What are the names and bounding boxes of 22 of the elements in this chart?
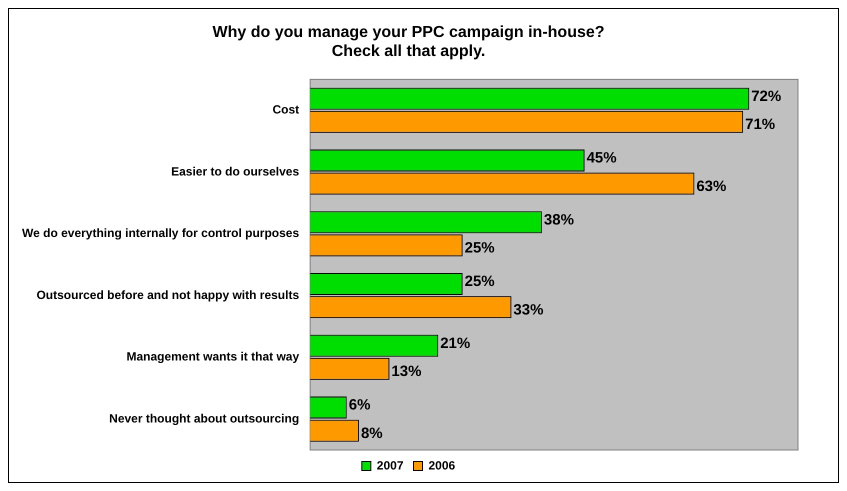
data-label: 38% [544,211,574,228]
text: Check all that apply. [332,43,486,60]
y-tick-label: Cost [272,102,300,117]
data-label: 21% [440,334,470,352]
data-label: 33% [513,301,544,318]
y-tick-label: We do everything internally for control purposes [22,226,300,240]
y-tick-label: Management wants it that way [126,350,300,364]
text: Why do you manage your PPC campaign in-house? [212,24,605,42]
y-tick-label: Outsourced before and not happy with results [36,288,300,302]
y-tick-label: Easier to do ourselves [171,164,300,178]
data-label: 25% [464,273,495,290]
data-label: 45% [586,150,617,167]
legend-label: 2006 [428,458,456,472]
legend-label: 2007 [376,458,404,472]
data-label: 63% [696,178,726,195]
data-label: 71% [745,116,776,134]
data-label: 6% [348,396,370,414]
data-label: 13% [391,363,422,380]
data-label: 8% [360,424,383,442]
y-tick-label: Never thought about outsourcing [109,411,300,426]
data-label: 72% [751,88,782,105]
data-label: 25% [464,240,495,257]
